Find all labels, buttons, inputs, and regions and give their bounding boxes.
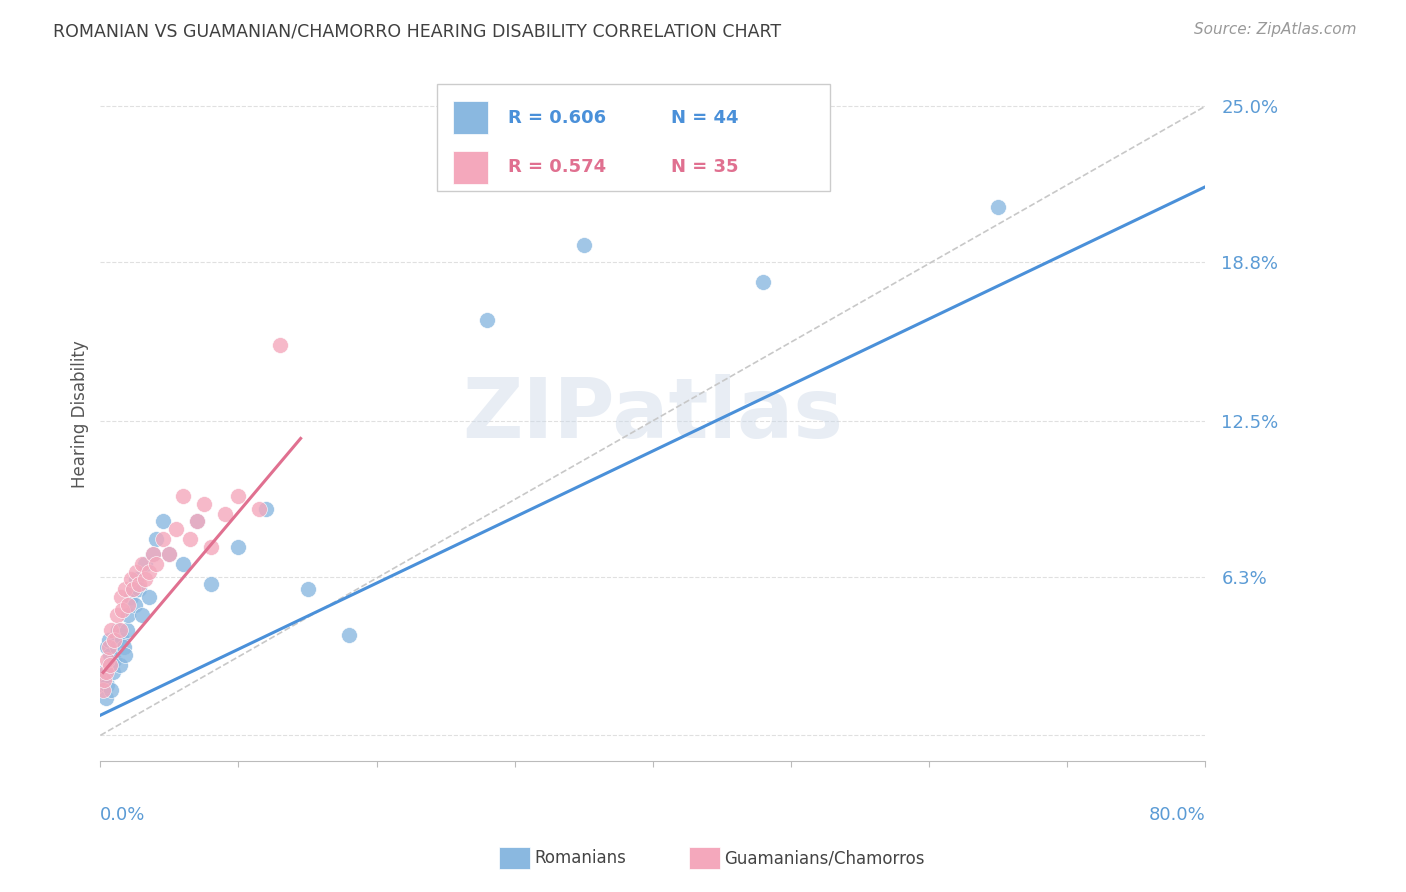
Text: Romanians: Romanians: [534, 849, 626, 867]
Point: [96, 653, 118, 667]
Point: [111, 632, 134, 647]
Point: [93, 665, 115, 680]
Point: [120, 572, 142, 586]
Point: [179, 532, 201, 546]
Point: [98, 657, 121, 672]
Point: [117, 598, 139, 612]
Point: [200, 540, 222, 554]
Point: [254, 501, 277, 516]
Point: [112, 640, 135, 655]
Point: [157, 547, 180, 561]
Point: [134, 572, 156, 586]
Point: [142, 547, 165, 561]
Point: [228, 489, 250, 503]
Point: [214, 507, 236, 521]
Point: [103, 632, 125, 647]
Point: [152, 515, 174, 529]
Point: [124, 598, 146, 612]
FancyBboxPatch shape: [437, 84, 830, 191]
Point: [117, 607, 139, 622]
Point: [91, 683, 114, 698]
Text: 80.0%: 80.0%: [1149, 805, 1205, 824]
Point: [97, 640, 120, 655]
Point: [172, 489, 194, 503]
Text: ROMANIAN VS GUAMANIAN/CHAMORRO HEARING DISABILITY CORRELATION CHART: ROMANIAN VS GUAMANIAN/CHAMORRO HEARING D…: [53, 22, 782, 40]
Point: [96, 640, 118, 655]
Point: [269, 338, 291, 352]
Text: 0.0%: 0.0%: [100, 805, 146, 824]
Point: [107, 623, 129, 637]
Point: [97, 632, 120, 647]
Point: [93, 673, 115, 687]
Point: [94, 690, 117, 705]
Point: [145, 558, 167, 572]
Point: [115, 623, 138, 637]
Point: [101, 665, 124, 680]
Point: [91, 678, 114, 692]
Point: [108, 623, 131, 637]
Text: Guamanians/Chamorros: Guamanians/Chamorros: [724, 849, 925, 867]
Text: Source: ZipAtlas.com: Source: ZipAtlas.com: [1194, 22, 1357, 37]
Point: [297, 582, 319, 597]
Point: [125, 572, 148, 586]
Text: R = 0.606: R = 0.606: [508, 109, 606, 127]
Point: [138, 590, 160, 604]
Point: [104, 632, 127, 647]
Text: N = 44: N = 44: [671, 109, 738, 127]
Point: [100, 623, 122, 637]
Point: [105, 640, 128, 655]
Point: [131, 607, 153, 622]
Point: [165, 522, 187, 536]
Text: R = 0.574: R = 0.574: [508, 159, 606, 177]
Point: [120, 590, 142, 604]
Point: [110, 590, 132, 604]
Text: ZIPatlas: ZIPatlas: [463, 374, 844, 455]
FancyBboxPatch shape: [453, 101, 488, 135]
Point: [125, 565, 148, 579]
Point: [138, 565, 160, 579]
Point: [134, 558, 156, 572]
Point: [157, 547, 180, 561]
Point: [131, 558, 153, 572]
Point: [111, 602, 134, 616]
Point: [110, 628, 132, 642]
Point: [186, 515, 208, 529]
Point: [337, 628, 360, 642]
Point: [100, 683, 122, 698]
Y-axis label: Hearing Disability: Hearing Disability: [72, 341, 89, 489]
Point: [128, 577, 150, 591]
Point: [122, 582, 145, 597]
Point: [247, 501, 270, 516]
Point: [152, 532, 174, 546]
Point: [108, 657, 131, 672]
Point: [98, 648, 121, 662]
Point: [114, 648, 136, 662]
Point: [103, 653, 125, 667]
Point: [193, 497, 215, 511]
Point: [752, 276, 775, 290]
Point: [96, 678, 118, 692]
Point: [186, 515, 208, 529]
Point: [475, 313, 498, 327]
Point: [228, 540, 250, 554]
Text: N = 35: N = 35: [671, 159, 738, 177]
Point: [200, 577, 222, 591]
Point: [572, 237, 595, 252]
FancyBboxPatch shape: [453, 151, 488, 184]
Point: [105, 607, 128, 622]
Point: [94, 665, 117, 680]
Point: [128, 582, 150, 597]
Point: [145, 532, 167, 546]
Point: [97, 657, 120, 672]
Point: [114, 582, 136, 597]
Point: [122, 582, 145, 597]
Point: [987, 200, 1010, 214]
Point: [142, 547, 165, 561]
Point: [172, 558, 194, 572]
